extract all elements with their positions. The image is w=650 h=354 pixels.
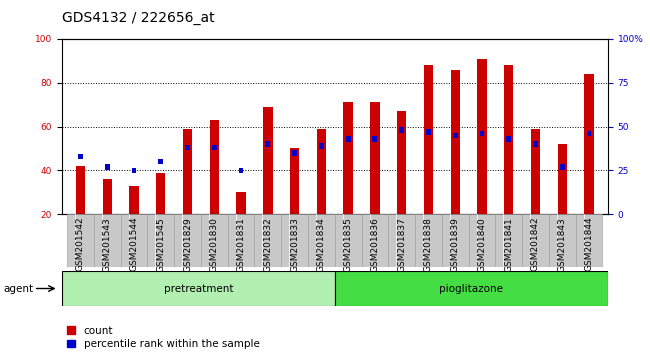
Bar <box>424 65 433 214</box>
Bar <box>426 129 431 135</box>
Text: GSM201545: GSM201545 <box>156 217 165 272</box>
Bar <box>504 65 514 214</box>
Bar <box>121 214 148 267</box>
Text: pretreatment: pretreatment <box>164 284 233 293</box>
Bar <box>453 133 458 138</box>
Text: GSM201841: GSM201841 <box>504 217 514 272</box>
Bar <box>254 214 281 267</box>
Bar <box>346 136 350 142</box>
Bar <box>506 136 511 142</box>
Bar <box>343 102 353 214</box>
Bar <box>131 168 136 173</box>
Bar <box>227 214 254 267</box>
Text: GSM201834: GSM201834 <box>317 217 326 272</box>
Bar <box>265 141 270 147</box>
Bar <box>319 143 324 149</box>
Bar <box>67 214 94 267</box>
Bar <box>183 129 192 214</box>
Bar <box>317 129 326 214</box>
Bar <box>212 145 216 150</box>
Text: GSM201837: GSM201837 <box>397 217 406 272</box>
Text: GSM201835: GSM201835 <box>344 217 353 272</box>
Bar <box>263 107 272 214</box>
Bar <box>174 214 201 267</box>
Bar <box>76 166 85 214</box>
Text: pioglitazone: pioglitazone <box>439 284 503 293</box>
Text: agent: agent <box>3 284 33 293</box>
Text: GSM201842: GSM201842 <box>531 217 540 272</box>
Text: GSM201833: GSM201833 <box>290 217 299 272</box>
Text: GSM201543: GSM201543 <box>103 217 112 272</box>
Text: GSM201544: GSM201544 <box>129 217 138 272</box>
Bar <box>415 214 442 267</box>
Bar <box>558 144 567 214</box>
Bar <box>335 214 361 267</box>
Bar <box>237 192 246 214</box>
Text: GSM201830: GSM201830 <box>210 217 219 272</box>
Bar <box>397 111 406 214</box>
Bar <box>62 271 335 306</box>
Text: GSM201829: GSM201829 <box>183 217 192 272</box>
Bar <box>388 214 415 267</box>
Bar <box>292 150 297 155</box>
Bar <box>477 59 487 214</box>
Bar <box>586 131 592 136</box>
Text: GSM201843: GSM201843 <box>558 217 567 272</box>
Text: GSM201838: GSM201838 <box>424 217 433 272</box>
Bar <box>480 131 484 136</box>
Bar <box>105 164 110 170</box>
Text: GSM201836: GSM201836 <box>370 217 380 272</box>
Bar <box>103 179 112 214</box>
Bar <box>78 154 83 159</box>
Bar <box>560 164 565 170</box>
Text: GDS4132 / 222656_at: GDS4132 / 222656_at <box>62 11 214 25</box>
Bar <box>450 70 460 214</box>
Text: GSM201844: GSM201844 <box>584 217 593 272</box>
Text: GSM201840: GSM201840 <box>478 217 486 272</box>
Bar <box>584 74 593 214</box>
Bar <box>372 136 377 142</box>
Bar <box>370 102 380 214</box>
Bar <box>469 214 495 267</box>
Bar <box>335 271 608 306</box>
Bar <box>290 148 299 214</box>
Bar <box>239 168 244 173</box>
Text: GSM201542: GSM201542 <box>76 217 85 272</box>
Legend: count, percentile rank within the sample: count, percentile rank within the sample <box>67 326 259 349</box>
Bar <box>522 214 549 267</box>
Bar <box>442 214 469 267</box>
Bar <box>209 120 219 214</box>
Bar <box>185 145 190 150</box>
Bar <box>495 214 522 267</box>
Bar <box>308 214 335 267</box>
Bar <box>533 141 538 147</box>
Bar <box>361 214 388 267</box>
Bar <box>576 214 603 267</box>
Bar <box>549 214 576 267</box>
Text: GSM201839: GSM201839 <box>450 217 460 272</box>
Bar <box>399 127 404 133</box>
Text: GSM201831: GSM201831 <box>237 217 246 272</box>
Bar <box>129 186 138 214</box>
Bar <box>159 159 163 164</box>
Bar <box>94 214 121 267</box>
Bar <box>281 214 308 267</box>
Bar <box>148 214 174 267</box>
Bar <box>156 172 166 214</box>
Bar <box>531 129 540 214</box>
Text: GSM201832: GSM201832 <box>263 217 272 272</box>
Bar <box>201 214 227 267</box>
